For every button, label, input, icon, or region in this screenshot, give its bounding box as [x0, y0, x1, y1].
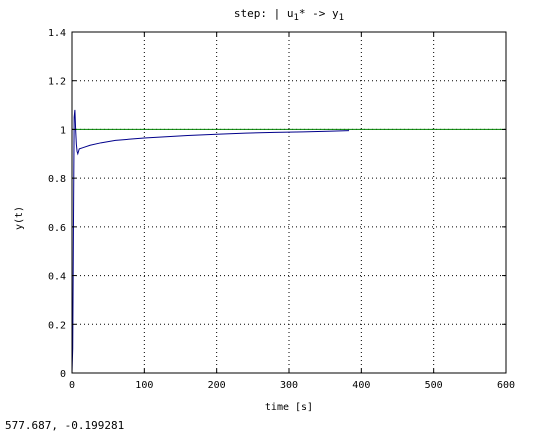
x-tick-label-1: 100 — [135, 380, 153, 391]
y-tick-label-4: 0.8 — [48, 174, 66, 185]
x-tick-label-6: 600 — [497, 380, 515, 391]
y-tick-label-7: 1.4 — [48, 28, 66, 39]
y-axis-label: y(t) — [14, 206, 25, 230]
y-tick-label-0: 0 — [60, 369, 66, 380]
grid-lines — [72, 32, 506, 373]
y-tick-label-3: 0.6 — [48, 223, 66, 234]
data-series — [71, 109, 506, 374]
tick-marks — [71, 31, 507, 374]
plot-frame — [71, 31, 507, 374]
cursor-coordinates: 577.687, -0.199281 — [5, 419, 125, 432]
x-tick-label-0: 0 — [69, 380, 75, 391]
step-response-chart: step: | u1* -> y1 0 100 200 300 400 500 600 0 0.… — [14, 7, 515, 413]
x-tick-label-4: 400 — [352, 380, 370, 391]
x-tick-label-5: 500 — [425, 380, 443, 391]
x-axis-label: time [s] — [265, 402, 313, 413]
y-tick-label-1: 0.2 — [48, 320, 66, 331]
tick-labels: 0 100 200 300 400 500 600 0 0.2 0.4 0.6 0.8 1 1.2 1.4 — [48, 28, 515, 391]
y-tick-label-6: 1.2 — [48, 77, 66, 88]
y-tick-label-2: 0.4 — [48, 272, 66, 283]
x-tick-label-3: 300 — [280, 380, 298, 391]
x-tick-label-2: 200 — [208, 380, 226, 391]
series-line-1 — [71, 109, 350, 374]
chart-title: step: | u1* -> y1 — [234, 7, 344, 23]
y-tick-label-5: 1 — [60, 125, 66, 136]
